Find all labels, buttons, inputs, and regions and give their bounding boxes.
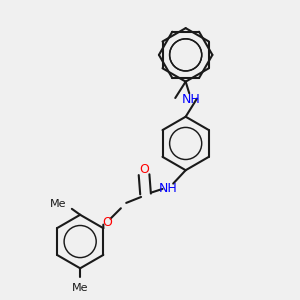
- Text: Me: Me: [72, 283, 88, 293]
- Text: Me: Me: [50, 200, 67, 209]
- Text: NH: NH: [182, 93, 201, 106]
- Text: O: O: [139, 163, 149, 176]
- Text: O: O: [102, 216, 112, 229]
- Text: NH: NH: [158, 182, 177, 194]
